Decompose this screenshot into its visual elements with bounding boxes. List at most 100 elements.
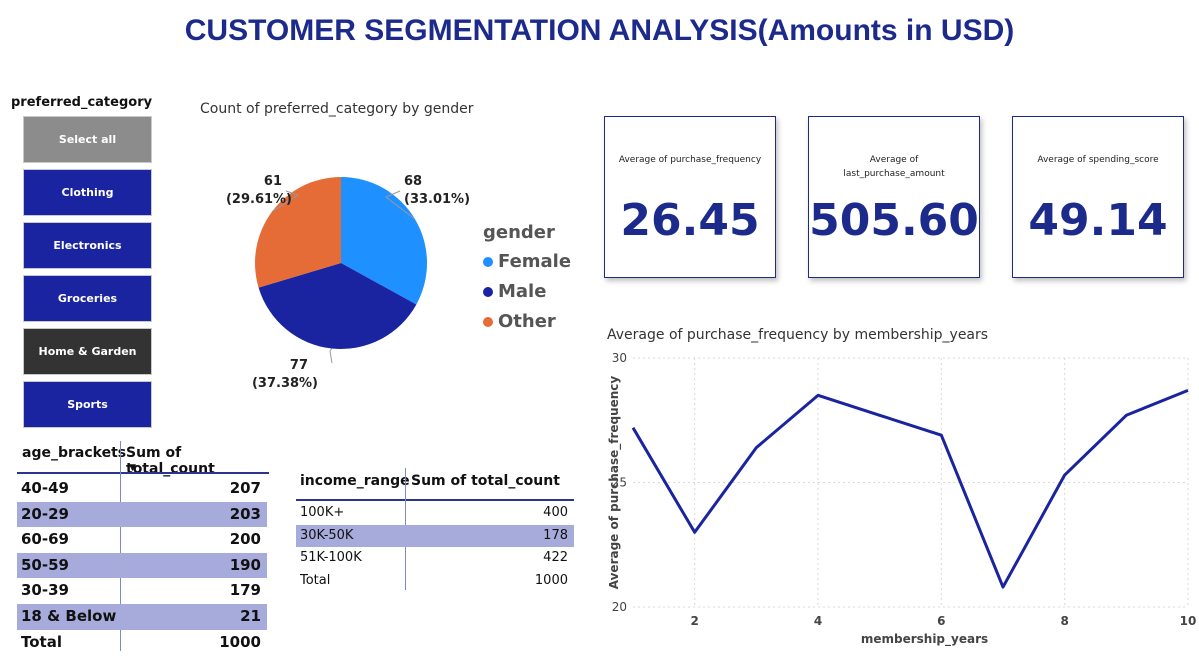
x-tick-label: 10 xyxy=(1180,614,1197,628)
pie-slice-other[interactable] xyxy=(255,177,341,288)
legend-item-other[interactable]: Other xyxy=(483,311,556,332)
table-cell-label: Total xyxy=(300,572,331,588)
kpi-label: Average of spending_score xyxy=(1037,155,1159,165)
legend-item-female[interactable]: Female xyxy=(483,251,571,272)
y-axis-title: Average of purchase_frequency xyxy=(607,376,622,590)
income-sum-col-header[interactable]: Sum of total_count xyxy=(411,473,560,489)
table-cell-label: 60-69 xyxy=(21,530,69,549)
legend-label-female: Female xyxy=(498,251,572,272)
line-point[interactable] xyxy=(692,529,698,535)
table-cell-label: 51K-100K xyxy=(300,550,362,565)
pie-data-label-percent: (37.38%) xyxy=(252,376,318,391)
table-total-row: Total 1000 xyxy=(296,570,574,593)
line-point[interactable] xyxy=(1000,584,1006,590)
pie-chart: 68 (33.01%) 77 (37.38%) 61 (29.61%) xyxy=(226,174,470,391)
table-cell-label: 30K-50K xyxy=(300,527,354,543)
kpi-label: Average of purchase_frequency xyxy=(618,155,762,165)
slicer-item-home-garden[interactable]: Home & Garden xyxy=(23,328,152,375)
table-row: 100K+ 400 xyxy=(296,502,574,525)
pie-data-label-percent: (33.01%) xyxy=(404,192,470,207)
x-tick-label: 8 xyxy=(1060,614,1068,628)
table-row: 40-49 207 xyxy=(17,476,267,502)
slicer-item-electronics[interactable]: Electronics xyxy=(23,222,152,269)
table-cell-value: 1000 xyxy=(534,572,568,588)
table-cell-label: 18 & Below xyxy=(21,607,117,625)
table-cell-value: 200 xyxy=(229,530,261,549)
line-point[interactable] xyxy=(1185,387,1191,393)
table-row: 18 & Below 21 xyxy=(17,604,267,630)
table-cell-value: 190 xyxy=(229,555,261,574)
y-tick-label: 30 xyxy=(612,351,627,365)
table-cell-label: 100K+ xyxy=(300,505,345,520)
legend-title: gender xyxy=(483,222,555,243)
table-row: 30K-50K 178 xyxy=(296,524,574,547)
pie-chart-title: Count of preferred_category by gender xyxy=(200,101,474,117)
line-point[interactable] xyxy=(1062,472,1068,478)
table-cell-value: 400 xyxy=(543,505,568,520)
series-line-purchase-frequency[interactable] xyxy=(631,388,1189,589)
female-dot-icon xyxy=(483,256,493,267)
age-col-header[interactable]: age_brackets xyxy=(22,445,127,461)
kpi-value: 49.14 xyxy=(1028,195,1168,246)
table-row: 60-69 200 xyxy=(17,527,267,553)
page-title: CUSTOMER SEGMENTATION ANALYSIS(Amounts i… xyxy=(184,14,1015,47)
pie-leader-line xyxy=(329,348,333,364)
table-total-row: Total 1000 xyxy=(17,630,267,656)
line-chart-title: Average of purchase_frequency by members… xyxy=(607,327,989,343)
legend-label-male: Male xyxy=(498,281,547,302)
pie-leader-line xyxy=(385,190,416,220)
table-row: 50-59 190 xyxy=(17,552,267,579)
table-cell-value: 178 xyxy=(543,527,568,543)
pie-slice-male[interactable] xyxy=(258,263,417,349)
table-row: 30-39 179 xyxy=(17,578,267,604)
line-point[interactable] xyxy=(938,432,944,438)
kpi-card-spending-score: Average of spending_score 49.14 xyxy=(1012,116,1184,278)
slicer-item-select-all[interactable]: Select all xyxy=(23,116,152,163)
table-row: 20-29 203 xyxy=(17,501,267,528)
pie-slice-female[interactable] xyxy=(341,177,427,305)
table-cell-value: 1000 xyxy=(219,632,261,651)
pie-data-label-value: 77 xyxy=(290,358,308,373)
header-divider xyxy=(17,472,269,474)
other-dot-icon xyxy=(483,316,493,327)
x-tick-label: 6 xyxy=(937,614,945,628)
slicer-item-clothing[interactable]: Clothing xyxy=(23,169,152,216)
slicer-item-sports[interactable]: Sports xyxy=(23,381,152,428)
line-chart: 20 25 30 2 4 6 8 10 membership_years Average of p… xyxy=(607,351,1197,647)
x-tick-label: 2 xyxy=(690,614,698,628)
age-brackets-table: age_brackets Sum of total_count ▼ 40-49 2… xyxy=(17,441,269,655)
sort-desc-icon[interactable]: ▼ xyxy=(129,463,136,473)
income-range-table: income_range Sum of total_count 100K+ 400… xyxy=(296,468,574,592)
kpi-value: 505.60 xyxy=(809,195,979,246)
line-point[interactable] xyxy=(1123,412,1129,418)
table-cell-value: 179 xyxy=(229,581,261,600)
kpi-label: Average of last_purchase_amount xyxy=(843,155,945,179)
table-row: 51K-100K 422 xyxy=(296,547,574,570)
kpi-card-purchase-frequency: Average of purchase_frequency 26.45 xyxy=(604,116,776,278)
pie-data-label-percent: (29.61%) xyxy=(226,192,292,207)
line-point[interactable] xyxy=(630,425,636,431)
male-dot-icon xyxy=(483,286,493,297)
column-divider xyxy=(120,441,121,651)
slicer-item-groceries[interactable]: Groceries xyxy=(23,275,152,322)
table-cell-label: 50-59 xyxy=(21,555,69,574)
income-col-header[interactable]: income_range xyxy=(300,473,410,489)
line-point[interactable] xyxy=(753,445,759,451)
table-cell-label: 30-39 xyxy=(21,581,69,600)
pie-leader-line xyxy=(271,190,300,213)
pie-data-label-value: 61 xyxy=(264,174,282,189)
legend-item-male[interactable]: Male xyxy=(483,281,546,302)
table-cell-value: 207 xyxy=(229,479,261,497)
table-cell-label: 40-49 xyxy=(21,479,69,497)
line-point[interactable] xyxy=(877,412,883,418)
table-cell-label: Total xyxy=(21,632,62,651)
legend-label-other: Other xyxy=(498,311,556,332)
y-tick-label: 20 xyxy=(612,600,627,614)
table-cell-label: 20-29 xyxy=(21,504,69,523)
line-point[interactable] xyxy=(815,392,821,398)
pie-data-label-value: 68 xyxy=(404,174,422,189)
x-axis-title: membership_years xyxy=(861,632,988,647)
kpi-value: 26.45 xyxy=(620,195,760,246)
table-cell-value: 21 xyxy=(240,607,261,625)
header-divider xyxy=(296,499,574,501)
